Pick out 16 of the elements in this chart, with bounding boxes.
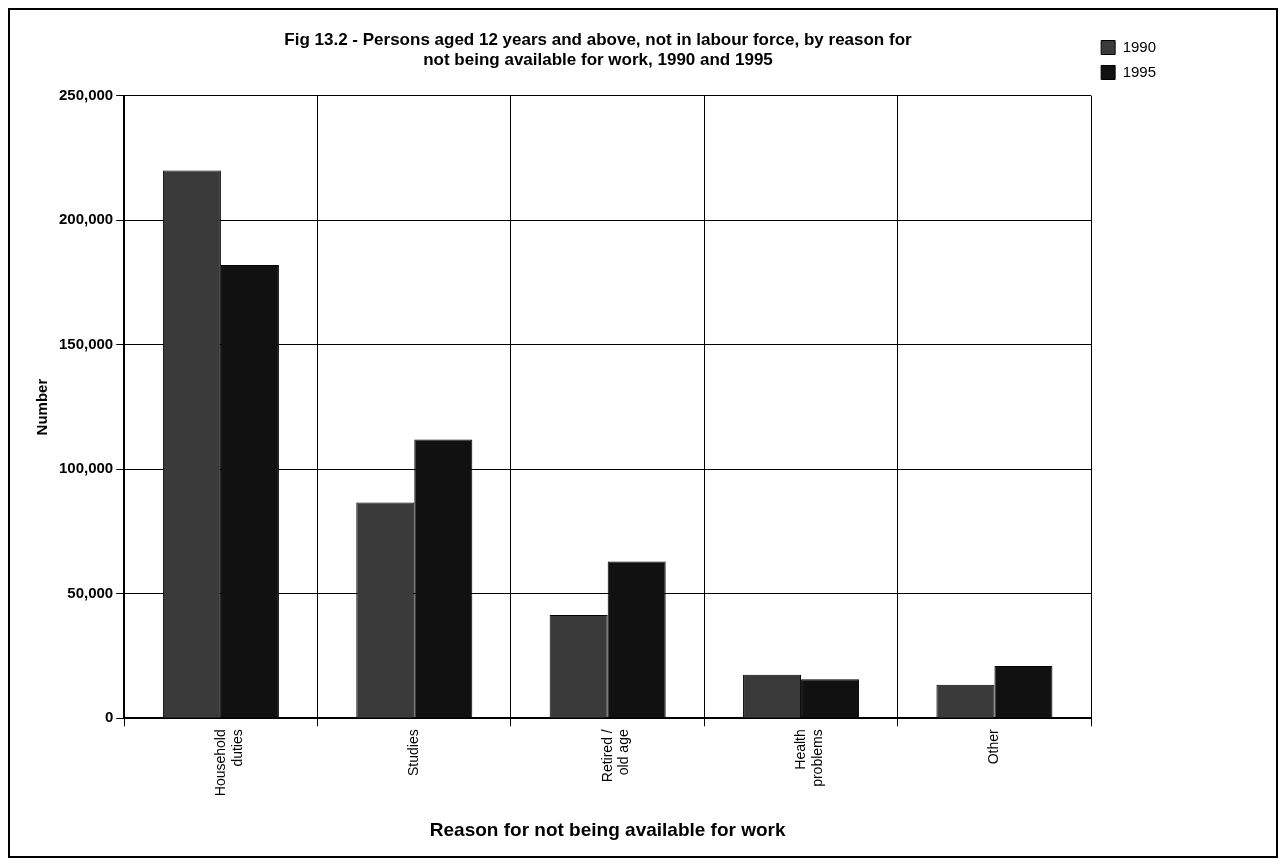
x-tick-label: Retired / old age: [598, 729, 632, 783]
x-tick-label: Other: [985, 728, 1002, 765]
y-axis-title: Number: [33, 378, 51, 436]
x-tick-label: Studies: [405, 729, 422, 776]
x-axis-title: Reason for not being available for work: [429, 818, 786, 840]
chart-title: Fig 13.2 - Persons aged 12 years and above, not in labour force, by reason for not being available for work, 1990 and 1995: [284, 29, 913, 70]
y-tick-label: 50,000: [67, 583, 114, 601]
legend-label: 1990: [1122, 37, 1157, 55]
y-tick-label: 250,000: [58, 85, 114, 103]
y-tick-label: 150,000: [58, 334, 114, 352]
x-tick-label: Health problems: [791, 729, 825, 787]
y-tick-label: 200,000: [58, 210, 114, 228]
y-tick-label: 0: [104, 708, 114, 726]
x-tick-label: Household duties: [211, 729, 245, 797]
legend-label: 1995: [1122, 62, 1157, 80]
y-tick-label: 100,000: [58, 459, 114, 477]
